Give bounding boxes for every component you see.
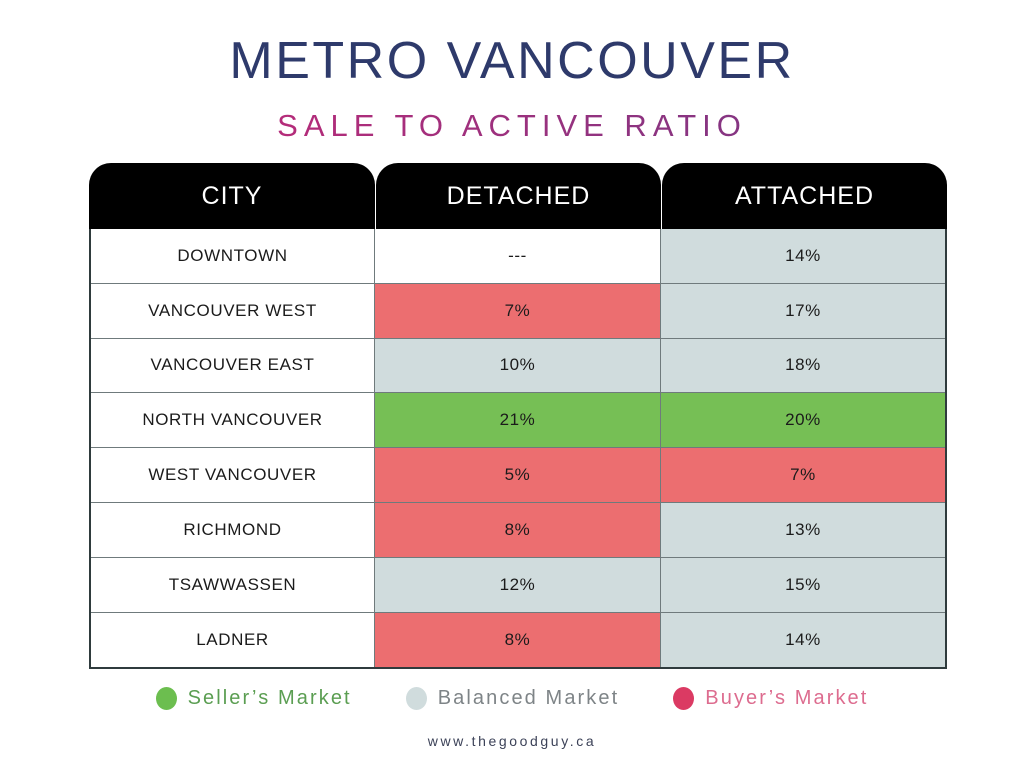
cell-attached: 13% bbox=[660, 502, 945, 557]
cell-attached: 15% bbox=[660, 557, 945, 612]
column-header-city: CITY bbox=[89, 163, 375, 229]
legend-item: Seller’s Market bbox=[155, 687, 352, 710]
cell-attached: 14% bbox=[660, 612, 945, 668]
cell-city: NORTH VANCOUVER bbox=[91, 393, 375, 448]
cell-detached: 10% bbox=[375, 338, 660, 393]
legend-dot-icon bbox=[673, 687, 695, 710]
cell-city: TSAWWASSEN bbox=[91, 557, 375, 612]
cell-attached: 7% bbox=[660, 448, 945, 502]
table-row: VANCOUVER EAST 10% 18% bbox=[91, 338, 945, 394]
cell-attached: 17% bbox=[660, 283, 945, 338]
table-row: VANCOUVER WEST 7% 17% bbox=[91, 283, 945, 339]
table-row: LADNER 8% 14% bbox=[91, 612, 945, 668]
cell-detached: 5% bbox=[375, 448, 660, 502]
cell-city: RICHMOND bbox=[91, 502, 375, 557]
column-header-attached: ATTACHED bbox=[662, 163, 947, 229]
table-row: WEST VANCOUVER 5% 7% bbox=[91, 448, 945, 503]
ratio-table: CITY DETACHED ATTACHED DOWNTOWN --- 14% VAN… bbox=[89, 163, 947, 670]
cell-detached: --- bbox=[375, 229, 660, 283]
cell-attached: 18% bbox=[660, 338, 945, 393]
table-row: NORTH VANCOUVER 21% 20% bbox=[91, 393, 945, 449]
page-title: METRO VANCOUVER bbox=[229, 32, 795, 90]
table-header-row: CITY DETACHED ATTACHED bbox=[89, 163, 947, 229]
table-row: RICHMOND 8% 13% bbox=[91, 502, 945, 558]
footer-website: www.thegoodguy.ca bbox=[427, 733, 597, 749]
cell-detached: 12% bbox=[375, 557, 660, 612]
legend-label: Buyer’s Market bbox=[705, 687, 869, 709]
table-row: TSAWWASSEN 12% 15% bbox=[91, 557, 945, 613]
column-header-detached: DETACHED bbox=[376, 163, 661, 229]
cell-attached: 14% bbox=[660, 229, 945, 283]
cell-city: DOWNTOWN bbox=[91, 229, 375, 283]
legend: Seller’s Market Balanced Market Buyer’s Ma… bbox=[0, 687, 1024, 710]
legend-label: Seller’s Market bbox=[187, 687, 352, 709]
cell-detached: 21% bbox=[375, 393, 660, 448]
page-subtitle: SALE TO ACTIVE RATIO bbox=[0, 109, 1024, 143]
legend-dot-icon bbox=[405, 687, 427, 710]
cell-city: WEST VANCOUVER bbox=[91, 448, 375, 502]
cell-city: VANCOUVER EAST bbox=[91, 338, 375, 393]
legend-label: Balanced Market bbox=[437, 687, 620, 709]
table-body: DOWNTOWN --- 14% VANCOUVER WEST 7% 17% VANCOUV… bbox=[89, 229, 947, 670]
cell-detached: 8% bbox=[375, 612, 660, 668]
table-row: DOWNTOWN --- 14% bbox=[91, 229, 945, 284]
cell-attached: 20% bbox=[660, 393, 945, 448]
cell-city: VANCOUVER WEST bbox=[91, 283, 375, 338]
legend-item: Balanced Market bbox=[405, 687, 620, 710]
cell-detached: 8% bbox=[375, 502, 660, 557]
legend-dot-icon bbox=[155, 687, 177, 710]
cell-detached: 7% bbox=[375, 283, 660, 338]
legend-item: Buyer’s Market bbox=[673, 687, 868, 710]
cell-city: LADNER bbox=[91, 612, 375, 668]
